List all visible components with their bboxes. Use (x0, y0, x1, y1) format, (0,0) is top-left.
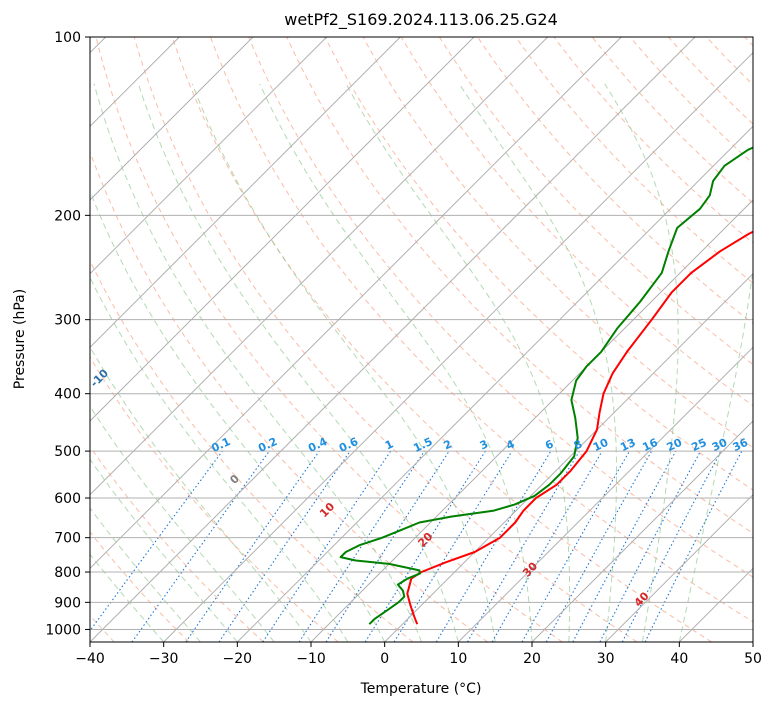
dry-adiabat-line (286, 37, 753, 534)
isotherm-line (384, 272, 753, 642)
y-tick-label: 100 (54, 30, 81, 46)
x-tick-label: 50 (744, 651, 762, 667)
x-tick-label: 10 (449, 651, 467, 667)
y-tick-label: 900 (54, 595, 81, 611)
y-tick-label: 800 (54, 565, 81, 581)
mixing-ratio-line (572, 450, 677, 642)
mixing-ratio-line (364, 450, 486, 642)
moist-adiabat-line (90, 458, 238, 642)
dewpoint-profile-line (339, 146, 753, 625)
x-axis-label: Temperature (°C) (360, 681, 482, 697)
y-tick-label: 600 (54, 491, 81, 507)
moist-adiabat-line (604, 83, 679, 642)
isotherm-line (90, 37, 254, 201)
mixing-ratio-line (325, 450, 450, 642)
y-axis-ticks: 1000 900 800 700 600 500 400 300 200 100 (45, 30, 90, 638)
isotherm-line (90, 37, 622, 570)
x-tick-label: 30 (597, 651, 615, 667)
moist-adiabat-line (90, 345, 312, 642)
y-tick-label: 400 (54, 387, 81, 403)
x-tick-label: −30 (149, 651, 179, 667)
dry-adiabat-line (95, 37, 563, 642)
y-tick-label: 700 (54, 531, 81, 547)
y-axis-label: Pressure (hPa) (12, 289, 28, 389)
moist-adiabat-line (90, 553, 165, 642)
dry-adiabat-line (324, 37, 753, 491)
y-tick-label: 200 (54, 208, 81, 224)
moist-adiabat-line (259, 83, 533, 642)
dry-adiabat-line (438, 37, 753, 366)
moist-adiabat-line (93, 83, 422, 642)
isotherm-line (163, 51, 753, 642)
mixing-ratio-label: 20 (665, 436, 685, 454)
isotherm-line (90, 37, 401, 349)
isobar-grid (90, 37, 753, 630)
y-tick-label: 500 (54, 444, 81, 460)
profile-lines (339, 146, 753, 625)
mixing-ratio-line (435, 450, 552, 642)
x-tick-label: −20 (223, 651, 253, 667)
mixing-ratio-line (467, 450, 580, 642)
isotherm-line (310, 199, 753, 642)
mixing-ratio-label: 13 (618, 436, 637, 454)
x-tick-label: −40 (75, 651, 105, 667)
x-tick-label: 40 (670, 651, 688, 667)
dry-adiabat-line (400, 37, 753, 407)
mixing-ratio-line (90, 450, 223, 632)
moist-adiabat-line (90, 405, 275, 642)
y-tick-label: 300 (54, 313, 81, 329)
isotherm-line (90, 37, 696, 642)
dry-adiabat-line (90, 356, 339, 642)
dry-adiabat-line (90, 259, 414, 642)
mixing-ratio-line (185, 450, 320, 642)
plot-area: 0.10.20.40.611.52346810131620253036-100-… (90, 37, 753, 642)
isotherm-grid (90, 37, 753, 642)
mixing-ratio-label: 36 (731, 436, 751, 454)
mixing-ratio-label: 10 (591, 436, 611, 454)
x-axis-ticks: −40 −30 −20 −10 0 10 20 30 40 50 (75, 642, 762, 667)
mixing-ratio-line (393, 450, 513, 642)
mixing-ratio-label: 30 (710, 436, 730, 454)
temperature-profile-line (406, 230, 753, 625)
isotherm-line (90, 37, 549, 496)
mixing-ratio-line (521, 450, 630, 642)
dry-adiabat-line (133, 37, 638, 642)
isotherm-line (90, 37, 328, 275)
mixing-ratio-line (218, 450, 351, 642)
moist-adiabat-line (90, 276, 349, 642)
moist-adiabat-line (345, 83, 571, 642)
dry-adiabat-line (248, 37, 753, 578)
isotherm-line (236, 125, 753, 642)
dry-adiabat-line (210, 37, 753, 623)
moist-adiabat-line (458, 83, 617, 642)
isotherm-line (457, 346, 753, 642)
moist-adiabat-line (678, 83, 753, 642)
chart-title: wetPf2_S169.2024.113.06.25.G24 (284, 10, 558, 30)
plot-frame (89, 36, 754, 643)
x-tick-label: 0 (380, 651, 389, 667)
x-tick-label: −10 (296, 651, 326, 667)
mixing-ratio-label: 25 (689, 436, 708, 454)
dry-adiabat-line (90, 531, 190, 642)
mixing-ratio-label: 16 (640, 436, 660, 454)
y-tick-label: 1000 (45, 622, 81, 638)
mixing-ratio-line (131, 450, 270, 642)
isotherm-line (531, 420, 753, 642)
moist-adiabat-line (137, 83, 459, 642)
moist-adiabat-line (90, 507, 201, 642)
isotherm-line (605, 493, 753, 642)
mixing-ratio-line (491, 450, 603, 642)
isotherm-line (90, 37, 475, 422)
moist-adiabat-line (191, 83, 496, 642)
x-tick-label: 20 (523, 651, 541, 667)
